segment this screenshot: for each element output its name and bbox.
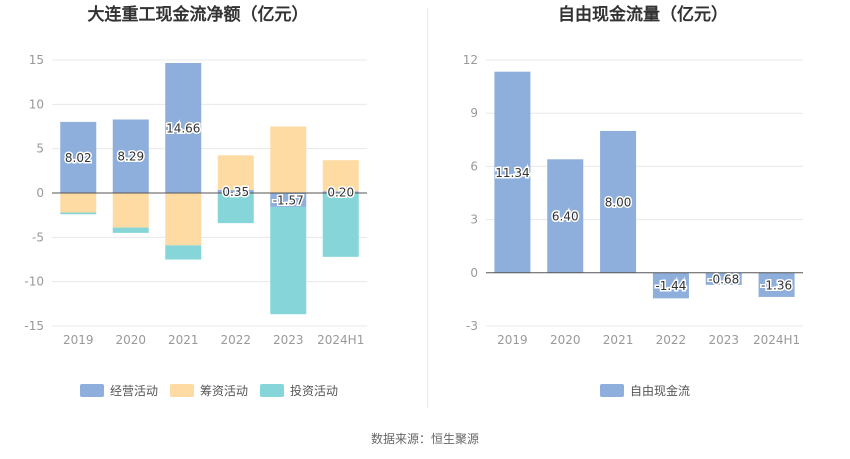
bar-投资活动-2021 [165,245,202,260]
x-tick-label: 2020 [550,333,581,347]
data-label: 6.40 [552,210,579,224]
x-tick-label: 2020 [115,333,146,347]
bar-自由现金流-2021 [600,130,637,273]
y-tick-label: 5 [36,142,44,156]
data-label: 11.34 [495,166,529,180]
x-tick-label: 2019 [497,333,528,347]
y-tick-label: 9 [470,106,478,120]
bar-经营活动-2022 [217,189,254,193]
legend-item[interactable]: 自由现金流 [600,383,690,398]
bar-经营活动-2019 [60,121,97,193]
x-tick-label: 2022 [220,333,251,347]
bar-筹资活动-2019 [60,193,97,213]
free-cash-flow-chart: 自由现金流量（亿元） 12 9 6 3 0 -3 2019 2020 2021 2022 2023 20… [463,4,803,398]
bar-自由现金流-2019 [494,71,531,273]
chart-divider [427,8,428,408]
y-tick-label: 3 [470,213,478,227]
legend-swatch [170,384,194,397]
data-label: 0.35 [222,185,249,199]
x-tick-label: 2021 [603,333,634,347]
data-label-halo: 0.35 [222,185,249,199]
x-tick-label: 2024H1 [317,333,364,347]
y-tick-label: -15 [24,319,44,333]
data-label-halo: 8.00 [605,195,632,209]
bar-投资活动-2024H1 [322,193,359,257]
legend-label: 自由现金流 [630,383,690,398]
bar-筹资活动-2020 [112,193,149,228]
data-label-halo: 14.66 [166,122,200,136]
bar-投资活动-2020 [112,227,149,233]
data-label: 8.00 [605,195,632,209]
data-label: 8.29 [117,150,144,164]
data-label-halo: -1.36 [761,278,792,292]
y-tick-label: 0 [36,186,44,200]
data-label: -1.57 [273,193,304,207]
bar-筹资活动-2021 [165,193,202,246]
chart-title: 自由现金流量（亿元） [558,4,728,25]
x-tick-label: 2019 [63,333,94,347]
data-label: 14.66 [166,122,200,136]
cash-flow-net-chart: 大连重工现金流净额（亿元） 15 10 5 0 -5 -10 -15 2019 2020 2021 2… [24,4,367,398]
y-tick-label: -10 [24,275,44,289]
legend-swatch [80,384,104,397]
x-tick-label: 2022 [656,333,687,347]
y-tick-label: -3 [466,319,478,333]
bar-投资活动-2022 [217,193,254,224]
legend-swatch [600,384,624,397]
bar-投资活动-2023 [270,206,307,315]
data-label: 0.20 [327,186,354,200]
bar-自由现金流-2022 [652,272,689,299]
bar-自由现金流-2024H1 [758,272,795,297]
bar-经营活动-2024H1 [322,191,359,193]
x-tick-label: 2023 [273,333,304,347]
x-tick-label: 2021 [168,333,199,347]
data-label-halo: -1.57 [273,193,304,207]
bars [60,63,359,315]
bar-筹资活动-2022 [217,155,254,190]
legend-label: 经营活动 [110,384,158,398]
y-tick-label: 12 [463,53,478,67]
data-label: -1.44 [655,279,686,293]
x-tick-label: 2023 [708,333,739,347]
legend-swatch [260,384,284,397]
legend-label: 筹资活动 [200,384,248,398]
bar-经营活动-2023 [270,193,307,207]
data-source-label: 数据来源：恒生聚源 [370,432,479,446]
data-label-halo: 6.40 [552,210,579,224]
data-label-halo: -0.68 [708,272,739,286]
bar-投资活动-2019 [60,212,97,215]
data-label: -1.36 [761,278,792,292]
bar-经营活动-2020 [112,119,149,193]
legend-item[interactable]: 投资活动 [260,383,338,398]
bar-筹资活动-2024H1 [322,160,359,192]
y-tick-label: -5 [32,230,44,244]
data-label-halo: 8.02 [65,151,92,165]
bar-筹资活动-2023 [270,126,307,193]
y-tick-label: 6 [470,159,478,173]
data-label-halo: 0.20 [327,186,354,200]
data-label: -0.68 [708,272,739,286]
y-tick-label: 15 [29,53,44,67]
y-tick-label: 0 [470,266,478,280]
bar-经营活动-2021 [165,63,202,194]
legend-item[interactable]: 经营活动 [80,384,158,398]
data-label-halo: 11.34 [495,166,529,180]
bar-自由现金流-2023 [705,272,742,285]
x-tick-label: 2024H1 [753,333,800,347]
y-tick-label: 10 [29,97,44,111]
data-label-halo: -1.44 [655,279,686,293]
data-label-halo: 8.29 [117,150,144,164]
bar-自由现金流-2020 [547,159,584,273]
bars [494,71,795,299]
legend-item[interactable]: 筹资活动 [170,384,248,398]
data-label: 8.02 [65,151,92,165]
chart-title: 大连重工现金流净额（亿元） [88,4,309,25]
legend-label: 投资活动 [290,383,338,398]
